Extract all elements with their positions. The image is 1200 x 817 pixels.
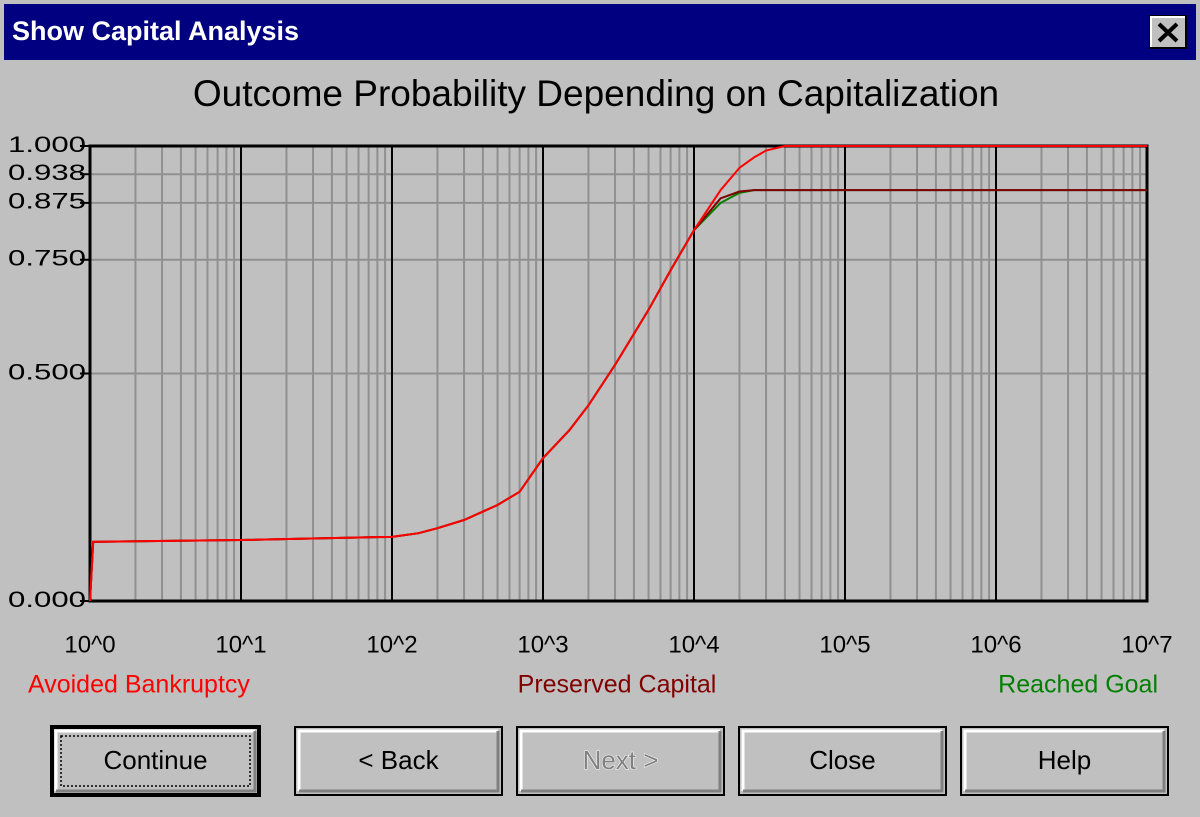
button-face [738, 726, 947, 796]
button-highlight [963, 729, 1164, 791]
button-face [50, 725, 261, 797]
y-tick-label: 0.875 [8, 189, 86, 214]
y-tick-label: 0.000 [8, 587, 86, 612]
legend-entry: Avoided Bankruptcy [28, 671, 250, 699]
button-face [294, 726, 503, 796]
button[interactable]: < Back [294, 726, 503, 796]
button-shadow [743, 731, 944, 793]
button[interactable]: Continue [50, 725, 261, 797]
x-tick-label: 10^6 [970, 631, 1021, 658]
button-label: Help [1038, 745, 1091, 775]
x-tick-label: 10^5 [819, 631, 870, 658]
x-tick-label: 10^1 [215, 631, 266, 658]
button: Next > [516, 726, 725, 796]
chart-title: Outcome Probability Depending on Capital… [193, 73, 999, 114]
window-title: Show Capital Analysis [12, 16, 299, 46]
x-tick-label: 10^0 [64, 631, 115, 658]
y-tick-label: 1.000 [8, 132, 86, 157]
focus-rect [60, 735, 251, 787]
plot-frame [88, 144, 1149, 603]
x-tick-label: 10^2 [366, 631, 417, 658]
button-shadow [56, 731, 257, 793]
y-tick-label: 0.750 [8, 246, 86, 271]
button-highlight [519, 729, 720, 791]
x-tick-label: 10^4 [668, 631, 719, 658]
x-tick-label: 10^3 [517, 631, 568, 658]
title-bar [4, 4, 1196, 60]
button-label: Next > [583, 745, 659, 775]
button-label: < Back [358, 745, 439, 775]
button[interactable]: Close [738, 726, 947, 796]
close-button[interactable] [1149, 15, 1187, 49]
button-highlight [297, 729, 498, 791]
legend-entry: Reached Goal [998, 671, 1158, 699]
button-highlight [54, 729, 255, 791]
button-shadow [299, 731, 500, 793]
button-shadow [521, 731, 722, 793]
button[interactable]: Help [960, 726, 1169, 796]
button-label: Continue [103, 745, 207, 775]
button-face [516, 726, 725, 796]
button-shadow [965, 731, 1166, 793]
y-tick-label: 0.938 [8, 160, 86, 185]
button-highlight [741, 729, 942, 791]
x-tick-label: 10^7 [1121, 631, 1172, 658]
series-line [89, 145, 1147, 602]
y-tick-label: 0.500 [8, 359, 86, 384]
button-label: Close [809, 745, 875, 775]
button-face [960, 726, 1169, 796]
legend-entry: Preserved Capital [518, 671, 717, 699]
